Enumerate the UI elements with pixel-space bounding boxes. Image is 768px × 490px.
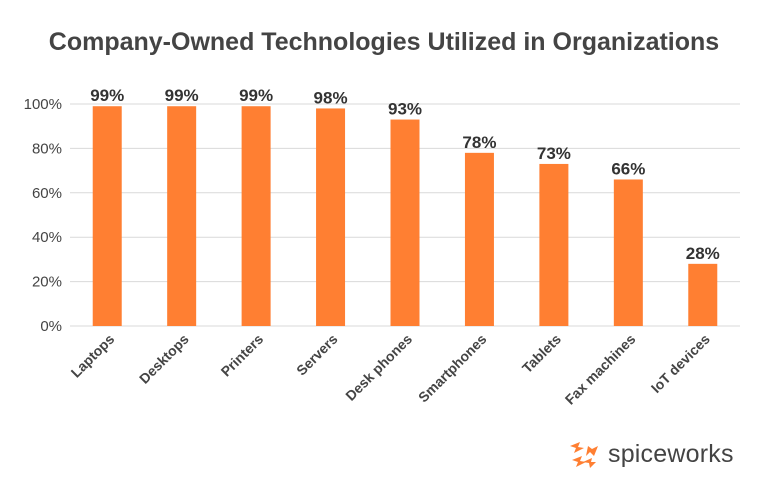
- bar: [92, 106, 122, 326]
- x-axis-labels: Laptops Desktops Printers Servers Desk phone…: [68, 331, 714, 408]
- x-tick-label: Servers: [293, 331, 341, 379]
- x-tick-label: Tablets: [519, 331, 564, 376]
- chart-title: Company-Owned Technologies Utilized in O…: [48, 28, 720, 56]
- x-tick-label: IoT devices: [648, 331, 713, 396]
- y-tick-label: 100%: [24, 96, 62, 113]
- x-tick-label: Printers: [217, 331, 266, 380]
- x-tick-label: Desk phones: [342, 331, 415, 404]
- x-tick-label: Desktops: [136, 331, 192, 387]
- data-label: 28%: [686, 244, 720, 263]
- data-labels: 99% 99% 99% 98% 93% 78% 73% 66% 28%: [90, 86, 720, 263]
- x-tick-label: Fax machines: [562, 331, 639, 408]
- bar: [464, 152, 494, 326]
- bar: [613, 179, 643, 326]
- y-tick-label: 20%: [32, 274, 62, 291]
- bar: [688, 263, 718, 326]
- bars: [92, 106, 718, 326]
- y-tick-label: 40%: [32, 229, 62, 246]
- data-label: 66%: [611, 159, 645, 178]
- data-label: 78%: [462, 133, 496, 152]
- y-axis-ticks: 0% 20% 40% 60% 80% 100%: [24, 96, 62, 335]
- bar: [539, 163, 569, 326]
- bar: [241, 106, 271, 326]
- data-label: 99%: [239, 86, 273, 105]
- bar: [390, 119, 420, 326]
- y-tick-label: 60%: [32, 185, 62, 202]
- data-label: 93%: [388, 100, 422, 119]
- spiceworks-brand: spiceworks: [566, 434, 734, 474]
- data-label: 99%: [90, 86, 124, 105]
- spiceworks-logo-icon: [570, 442, 598, 468]
- y-tick-label: 0%: [40, 318, 62, 335]
- x-tick-label: Smartphones: [415, 331, 490, 406]
- x-tick-label: Laptops: [68, 331, 118, 381]
- y-tick-label: 80%: [32, 140, 62, 157]
- bar: [167, 106, 197, 326]
- data-label: 98%: [314, 88, 348, 107]
- data-label: 99%: [165, 86, 199, 105]
- brand-name: spiceworks: [608, 439, 734, 468]
- data-label: 73%: [537, 144, 571, 163]
- bar: [316, 108, 346, 326]
